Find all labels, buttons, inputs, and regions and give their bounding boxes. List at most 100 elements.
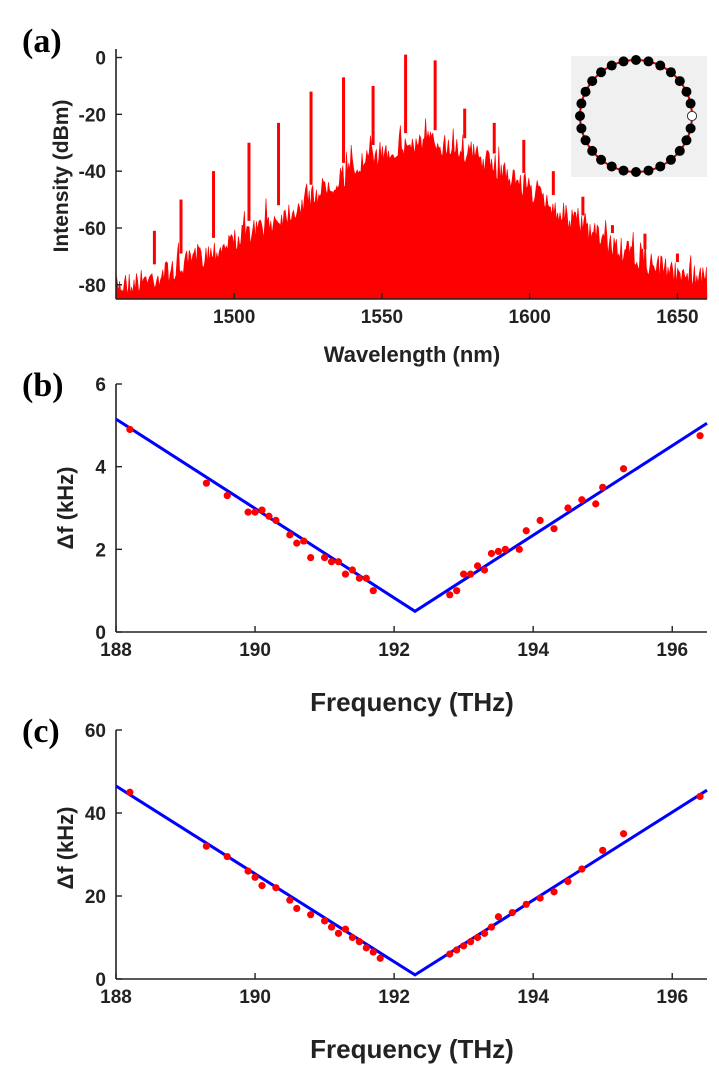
fit-v-line [115,417,708,614]
data-point [696,432,704,440]
data-point [536,516,544,525]
data-point [202,842,210,850]
panel-b-scatter: (b) 188 190 192 194 196 0 2 4 6 Frequency (THz)… [22,367,708,717]
ring-dot [631,167,641,177]
panel-a-spectrum: (a) 1500 1550 1600 1650 0 -20 -40 -60 -80 Wavel… [22,23,708,367]
spectrum-area [115,118,708,300]
data-point [550,525,558,533]
data-point [599,846,607,854]
ring-dot [681,86,692,97]
ring-dot [674,76,685,87]
ring-dot [665,67,676,78]
data-point [494,913,503,921]
x-tick-label: 188 [100,987,132,1008]
x-tick-label: 192 [378,987,410,1008]
data-point [550,888,558,896]
ring-dot [587,76,598,87]
panel-a-x-ticks: 1500 1550 1600 1650 [213,293,699,328]
data-point [334,929,343,937]
ring-dot [606,60,617,71]
ring-dot [580,135,591,146]
data-point [320,554,329,562]
data-point [334,558,343,566]
data-point [223,492,231,500]
data-point [467,938,475,946]
panel-a-label: (a) [22,23,62,60]
panel-c-scatter: (c) 188 190 192 194 196 0 20 40 60 Frequency (T… [22,713,708,1064]
data-point [619,830,628,838]
data-point [286,896,294,904]
ring-dot [674,145,685,156]
panel-b-axes [115,384,707,633]
data-point [522,900,530,908]
data-point [348,933,356,942]
data-point [362,574,370,582]
panel-c-label: (c) [22,713,60,750]
y-tick-label: -80 [79,276,106,297]
y-tick-label: 6 [95,375,106,396]
ring-dot [655,60,666,71]
data-point [307,554,315,562]
y-tick-label: 0 [95,970,106,991]
x-tick-label: 1550 [361,307,403,328]
data-point [453,946,461,954]
panel-b-y-ticks: 0 2 4 6 [95,375,122,644]
data-point [320,917,329,925]
panel-a-xlabel: Wavelength (nm) [324,342,500,367]
x-tick-label: 1600 [509,307,551,328]
data-point [244,867,252,875]
ring-dot [580,86,591,97]
data-point [341,570,350,578]
data-point [453,587,461,595]
y-tick-label: 60 [85,721,106,742]
x-tick-label: 196 [656,640,688,661]
y-tick-label: 0 [95,49,106,70]
data-point [369,587,377,595]
data-point [522,527,530,535]
ring-inset [571,55,707,177]
ring-dot [576,98,587,109]
data-point [251,508,259,516]
data-point [300,537,308,545]
panel-c-ylabel: Δf (kHz) [53,806,78,889]
data-point [355,938,363,946]
data-point [599,483,607,491]
ring-dot [618,56,629,67]
data-point [501,545,509,553]
panel-c-points [126,788,704,962]
data-point [460,570,468,578]
panel-c-xlabel: Frequency (THz) [310,1034,514,1064]
data-point [202,479,210,487]
ring-dot [596,154,607,165]
y-tick-label: 4 [95,458,106,479]
data-point [348,566,356,574]
data-point [480,929,489,937]
y-tick-label: -60 [79,219,106,240]
ring-dot [575,111,585,121]
data-point [696,792,704,801]
data-point [258,506,266,514]
x-tick-label: 196 [656,987,688,1008]
data-point [487,923,496,931]
y-tick-label: 20 [85,887,106,908]
data-point [487,549,496,558]
data-point [369,948,377,956]
data-point [592,500,600,508]
data-point [265,512,273,520]
data-point [293,904,301,913]
panel-a-axes [115,49,707,300]
ring-dot [685,123,696,134]
x-tick-label: 188 [100,640,132,661]
data-point [536,894,544,902]
panel-a-ylabel: Intensity (dBm) [50,100,73,253]
y-tick-label: 0 [95,623,106,644]
data-point [272,884,280,892]
data-point [293,539,301,547]
panel-b-fit-line [115,417,708,614]
data-point [564,504,572,512]
ring-marker-open [686,110,698,122]
data-point [473,933,482,942]
panel-c-fit-line [115,784,708,977]
spectrum-fill [115,118,708,300]
y-tick-label: 40 [85,804,106,825]
